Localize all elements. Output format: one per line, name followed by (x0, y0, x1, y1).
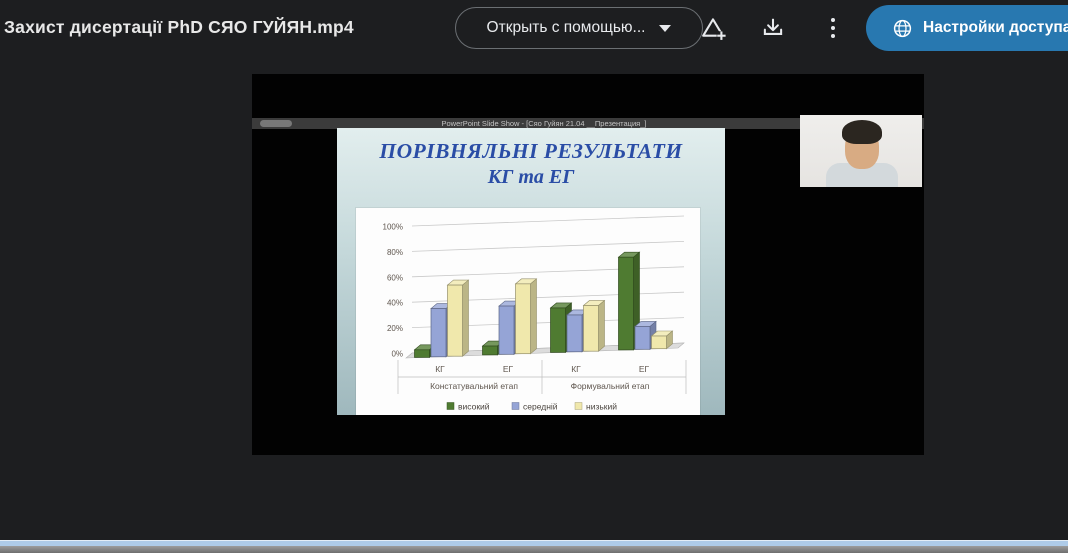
slide-title-line1: ПОРІВНЯЛЬНІ РЕЗУЛЬТАТИ (379, 139, 683, 163)
bar-високий-КГ-0 (414, 349, 430, 358)
bar-низький-КГ-0 (447, 284, 463, 357)
slide-title: ПОРІВНЯЛЬНІ РЕЗУЛЬТАТИ КГ та ЕГ (337, 139, 725, 189)
more-options-icon (831, 18, 835, 38)
bar-високий-ЕГ-1 (482, 345, 498, 356)
bottom-blue-stripe (0, 540, 1068, 547)
svg-text:0%: 0% (391, 350, 403, 359)
svg-text:низький: низький (586, 402, 617, 412)
more-options-button[interactable] (818, 13, 848, 43)
presenter-hair (842, 120, 882, 144)
svg-text:20%: 20% (387, 324, 403, 333)
add-shortcut-button[interactable] (698, 13, 728, 43)
bottom-gray-stripe (0, 546, 1068, 553)
webcam-overlay (800, 115, 922, 187)
svg-text:Формувальний етап: Формувальний етап (571, 381, 650, 391)
bar-високий-ЕГ-3 (618, 256, 634, 351)
svg-text:КГ: КГ (571, 364, 581, 374)
slide-title-line2: КГ та ЕГ (487, 166, 575, 188)
svg-text:Констатувальний етап: Констатувальний етап (430, 381, 518, 391)
chart-container: 0% 20% 40% 60% 80% 100% КГ ЕГ КГ ЕГ Констатувальни… (356, 208, 700, 415)
bar-side-низький-0 (462, 279, 469, 357)
svg-text:80%: 80% (387, 248, 403, 257)
svg-text:ЕГ: ЕГ (503, 364, 514, 374)
add-shortcut-icon (702, 18, 726, 41)
download-button[interactable] (758, 13, 788, 43)
ppt-titlebar: PowerPoint Slide Show - [Сяо Гуйян 21.04… (252, 118, 924, 129)
svg-text:високий: високий (458, 402, 490, 412)
open-with-label: Открыть с помощью... (486, 19, 646, 36)
share-settings-button[interactable]: Настройки доступа (866, 5, 1068, 51)
svg-text:60%: 60% (387, 273, 403, 282)
bar-середній-КГ-2 (566, 314, 583, 353)
presentation-slide: ПОРІВНЯЛЬНІ РЕЗУЛЬТАТИ КГ та ЕГ 0% 20% 40%… (337, 128, 725, 415)
bar-chart: 0% 20% 40% 60% 80% 100% КГ ЕГ КГ ЕГ Констатувальни… (383, 215, 687, 412)
video-player[interactable]: PowerPoint Slide Show - [Сяо Гуйян 21.04… (252, 74, 924, 455)
download-icon (763, 18, 783, 35)
open-with-button[interactable]: Открыть с помощью... (455, 7, 703, 49)
bar-середній-ЕГ-3 (634, 326, 651, 350)
share-settings-label: Настройки доступа (923, 19, 1068, 36)
file-title: Захист дисертації PhD СЯО ГУЙЯН.mp4 (4, 17, 354, 37)
bar-середній-КГ-0 (430, 308, 447, 358)
svg-text:ЕГ: ЕГ (639, 364, 650, 374)
window-controls-pill (260, 120, 292, 127)
svg-text:40%: 40% (387, 299, 403, 308)
globe-icon (893, 19, 912, 37)
chevron-down-icon (659, 24, 672, 32)
ppt-titlebar-text: PowerPoint Slide Show - [Сяо Гуйян 21.04… (441, 119, 647, 128)
bar-side-низький-2 (598, 299, 605, 352)
bar-високий-КГ-2 (550, 307, 566, 353)
svg-text:КГ: КГ (435, 364, 445, 374)
bar-середній-ЕГ-1 (498, 305, 515, 355)
bar-низький-ЕГ-1 (515, 283, 531, 355)
svg-text:середній: середній (523, 402, 558, 412)
svg-text:100%: 100% (383, 223, 403, 232)
bar-низький-ЕГ-3 (651, 335, 667, 350)
legend-swatch-низький (574, 402, 583, 410)
legend-swatch-середній (511, 402, 520, 410)
bar-side-низький-1 (530, 278, 537, 355)
bar-низький-КГ-2 (583, 305, 599, 352)
legend-swatch-високий (446, 402, 455, 410)
header-toolbar: Захист дисертації PhD СЯО ГУЙЯН.mp4 Откр… (0, 0, 1068, 56)
